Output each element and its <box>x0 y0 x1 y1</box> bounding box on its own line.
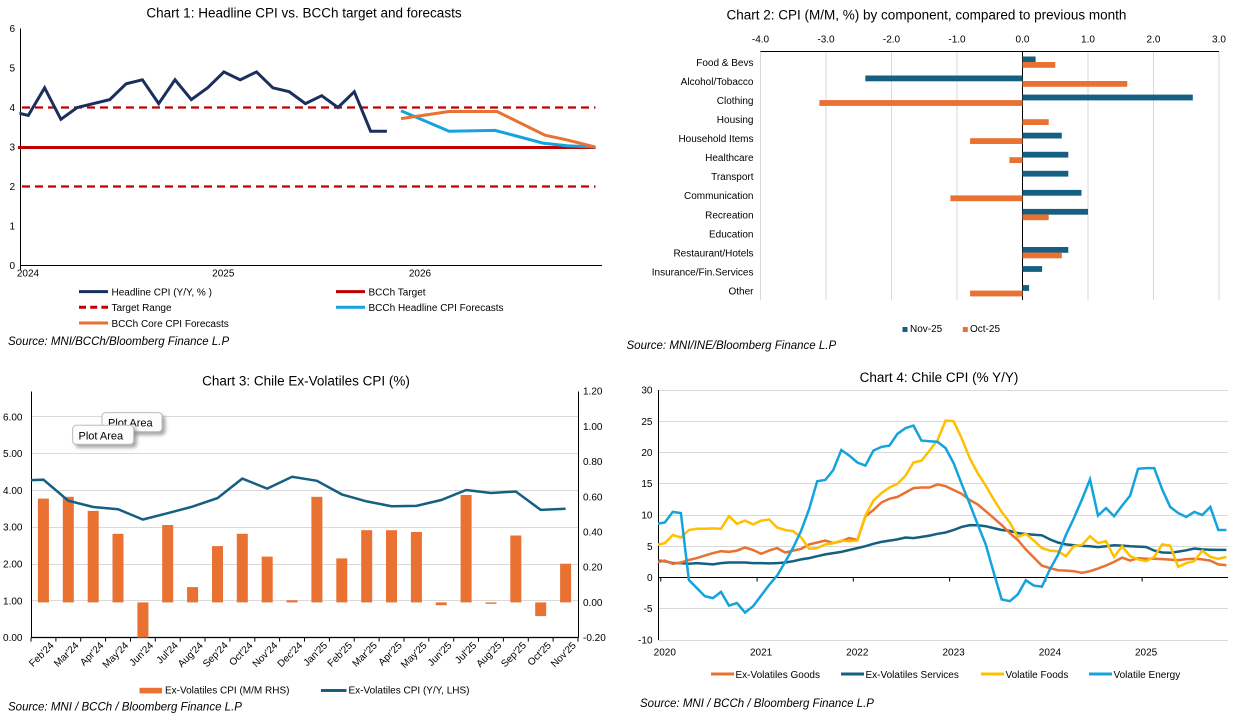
svg-text:May'24: May'24 <box>101 640 132 671</box>
svg-text:2.00: 2.00 <box>3 560 23 571</box>
svg-text:Feb'24: Feb'24 <box>27 640 56 669</box>
svg-text:Communication: Communication <box>684 191 753 202</box>
svg-text:2: 2 <box>9 182 15 193</box>
svg-text:Target Range: Target Range <box>112 303 172 314</box>
svg-text:0.60: 0.60 <box>583 492 603 503</box>
svg-text:2025: 2025 <box>1135 648 1158 659</box>
svg-text:-3.0: -3.0 <box>817 35 835 46</box>
svg-text:5: 5 <box>647 542 653 553</box>
svg-text:Headline CPI (Y/Y, % ): Headline CPI (Y/Y, % ) <box>112 287 212 298</box>
svg-text:10: 10 <box>641 511 653 522</box>
svg-text:-5: -5 <box>644 604 653 615</box>
svg-text:Jan'25: Jan'25 <box>302 640 331 669</box>
svg-text:Housing: Housing <box>717 115 754 126</box>
svg-text:Sep'25: Sep'25 <box>499 640 529 670</box>
svg-text:30: 30 <box>641 386 653 397</box>
svg-text:2024: 2024 <box>17 269 40 280</box>
svg-text:-4.0: -4.0 <box>752 35 770 46</box>
svg-text:Jun'25: Jun'25 <box>426 640 455 669</box>
svg-text:0: 0 <box>647 573 653 584</box>
svg-text:4.00: 4.00 <box>3 486 23 497</box>
svg-text:Recreation: Recreation <box>705 210 753 221</box>
svg-text:3.0: 3.0 <box>1212 35 1226 46</box>
svg-text:Aug'25: Aug'25 <box>475 640 505 670</box>
svg-text:Chart 1: Headline CPI vs. BCCh: Chart 1: Headline CPI vs. BCCh target an… <box>146 6 461 21</box>
svg-text:-2.0: -2.0 <box>883 35 901 46</box>
svg-text:5.00: 5.00 <box>3 449 23 460</box>
svg-text:2023: 2023 <box>942 648 965 659</box>
svg-text:Nov'24: Nov'24 <box>251 640 281 670</box>
svg-text:Aug'24: Aug'24 <box>176 640 206 670</box>
svg-text:Jun'24: Jun'24 <box>128 640 157 669</box>
svg-text:Insurance/Fin.Services: Insurance/Fin.Services <box>652 267 754 278</box>
svg-text:Ex-Volatiles Goods: Ex-Volatiles Goods <box>736 670 821 681</box>
svg-text:0.20: 0.20 <box>583 563 603 574</box>
svg-text:1.00: 1.00 <box>583 422 603 433</box>
svg-text:Mar'25: Mar'25 <box>351 640 380 669</box>
svg-text:Restaurant/Hotels: Restaurant/Hotels <box>673 248 753 259</box>
svg-text:Chart 2: CPI (M/M, %) by compo: Chart 2: CPI (M/M, %) by component, comp… <box>727 8 1127 23</box>
svg-text:Source: MNI / BCCh / Bloomberg: Source: MNI / BCCh / Bloomberg Finance L… <box>640 698 874 710</box>
svg-text:Dec'24: Dec'24 <box>276 640 306 670</box>
svg-text:25: 25 <box>641 417 653 428</box>
svg-text:Food & Bevs: Food & Bevs <box>696 58 753 69</box>
svg-text:1.20: 1.20 <box>583 387 603 398</box>
svg-text:3: 3 <box>9 143 15 154</box>
svg-text:0.40: 0.40 <box>583 528 603 539</box>
svg-text:4: 4 <box>9 103 15 114</box>
svg-text:0.00: 0.00 <box>583 598 603 609</box>
svg-text:2.0: 2.0 <box>1147 35 1161 46</box>
svg-text:2026: 2026 <box>409 269 432 280</box>
svg-text:0.80: 0.80 <box>583 457 603 468</box>
svg-text:15: 15 <box>641 479 653 490</box>
svg-text:Volatile Foods: Volatile Foods <box>1006 670 1069 681</box>
svg-text:-10: -10 <box>638 636 653 647</box>
svg-text:-1.0: -1.0 <box>948 35 966 46</box>
svg-text:2020: 2020 <box>654 648 677 659</box>
svg-text:Plot Area: Plot Area <box>79 431 125 443</box>
svg-text:Education: Education <box>709 229 753 240</box>
svg-text:2025: 2025 <box>212 269 235 280</box>
svg-text:0.0: 0.0 <box>1016 35 1030 46</box>
svg-text:Healthcare: Healthcare <box>705 153 754 164</box>
svg-text:2024: 2024 <box>1039 648 1062 659</box>
svg-text:Feb'25: Feb'25 <box>326 640 355 669</box>
svg-text:3.00: 3.00 <box>3 523 23 534</box>
svg-text:Other: Other <box>728 287 754 298</box>
svg-text:5: 5 <box>9 64 15 75</box>
svg-text:20: 20 <box>641 448 653 459</box>
svg-text:Chart 3: Chile Ex-Volatiles CP: Chart 3: Chile Ex-Volatiles CPI (%) <box>202 374 410 389</box>
svg-text:2022: 2022 <box>846 648 869 659</box>
svg-text:2021: 2021 <box>750 648 773 659</box>
svg-text:0.00: 0.00 <box>3 633 23 644</box>
svg-text:Ex-Volatiles CPI (M/M RHS): Ex-Volatiles CPI (M/M RHS) <box>165 686 289 697</box>
svg-text:Source: MNI/INE/Bloomberg Fina: Source: MNI/INE/Bloomberg Finance L.P <box>627 340 837 352</box>
svg-text:Household Items: Household Items <box>678 134 753 145</box>
svg-text:Source: MNI / BCCh / Bloomberg: Source: MNI / BCCh / Bloomberg Finance L… <box>8 702 242 714</box>
svg-text:Ex-Volatiles Services: Ex-Volatiles Services <box>866 670 959 681</box>
svg-text:1.0: 1.0 <box>1081 35 1095 46</box>
svg-text:May'25: May'25 <box>399 640 430 671</box>
svg-text:Source: MNI/BCCh/Bloomberg Fin: Source: MNI/BCCh/Bloomberg Finance L.P <box>8 336 229 348</box>
svg-text:Nov-25: Nov-25 <box>910 324 943 335</box>
svg-text:Transport: Transport <box>711 172 754 183</box>
svg-text:1: 1 <box>9 222 15 233</box>
svg-text:Oct-25: Oct-25 <box>970 324 1000 335</box>
svg-text:Alcohol/Tobacco: Alcohol/Tobacco <box>681 77 754 88</box>
svg-text:Volatile Energy: Volatile Energy <box>1114 670 1181 681</box>
svg-text:Ex-Volatiles CPI (Y/Y, LHS): Ex-Volatiles CPI (Y/Y, LHS) <box>349 686 470 697</box>
svg-text:Chart 4: Chile CPI (% Y/Y): Chart 4: Chile CPI (% Y/Y) <box>860 370 1019 385</box>
svg-text:Mar'24: Mar'24 <box>52 640 81 669</box>
svg-text:BCCh Headline CPI Forecasts: BCCh Headline CPI Forecasts <box>369 303 504 314</box>
svg-text:-0.20: -0.20 <box>583 633 606 644</box>
svg-text:Clothing: Clothing <box>717 96 754 107</box>
svg-text:BCCh Core CPI Forecasts: BCCh Core CPI Forecasts <box>112 319 229 330</box>
svg-text:Nov'25: Nov'25 <box>549 640 579 670</box>
svg-text:Sep'24: Sep'24 <box>201 640 231 670</box>
svg-text:BCCh Target: BCCh Target <box>369 287 426 298</box>
svg-text:6.00: 6.00 <box>3 412 23 423</box>
svg-text:1.00: 1.00 <box>3 596 23 607</box>
svg-text:6: 6 <box>9 24 15 35</box>
svg-text:0: 0 <box>9 261 15 272</box>
